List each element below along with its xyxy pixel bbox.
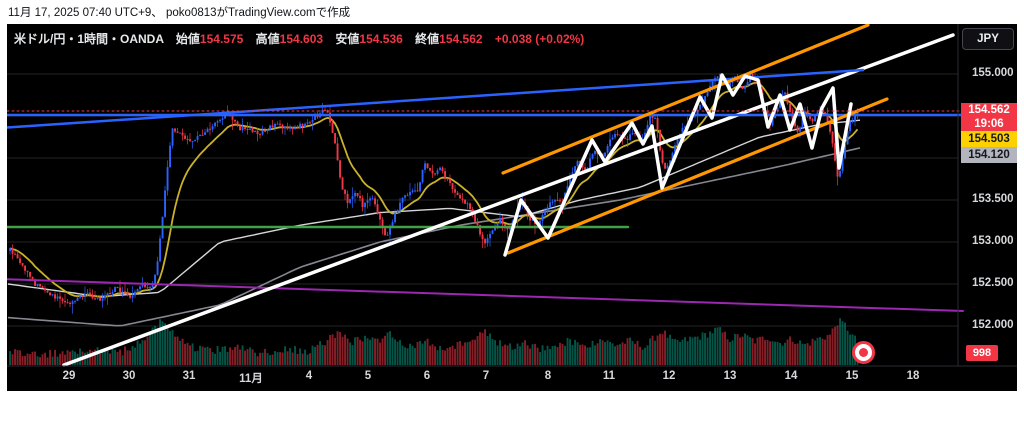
time-tick-label: 15 [845,370,859,382]
time-tick-label: 14 [784,370,798,382]
attribution-text: 11月 17, 2025 07:40 UTC+9、 poko0813がTradi… [8,7,351,19]
time-tick-label: 11月 [239,373,263,385]
time-tick-label: 8 [544,370,552,382]
time-tick-label: 31 [182,370,196,382]
open-label: 始値 [175,32,200,46]
last-price-label: 154.562 19:06 [961,103,1017,131]
time-tick-label: 4 [305,370,313,382]
time-tick-label: 12 [662,370,676,382]
high-value: 154.603 [279,32,324,46]
time-tick-label: 29 [62,370,76,382]
time-tick-label: 11 [602,370,616,382]
time-tick-label: 5 [364,370,372,382]
low-value: 154.536 [359,32,403,46]
close-value: 154.562 [439,32,483,46]
currency-button[interactable]: JPY [962,28,1014,50]
chart-canvas[interactable] [7,24,1017,391]
price-tick-label: 152.500 [972,277,1014,289]
record-marker-icon[interactable] [852,341,875,364]
price-tick-label: 153.500 [972,193,1014,205]
time-tick-label: 6 [423,370,431,382]
time-tick-label: 13 [723,370,737,382]
open-value: 154.575 [199,32,244,46]
chart-legend[interactable]: 米ドル/円・1時間・OANDA 始値154.575 高値154.603 安値15… [14,30,584,46]
ma-price-label: 154.120 [961,147,1017,163]
alert-price-label: 154.503 [961,131,1017,147]
candle-countdown: 19:06 [974,118,1004,130]
time-tick-label: 30 [122,370,136,382]
change-value: +0.038 (+0.02%) [494,32,585,46]
time-tick-label: 18 [906,370,920,382]
price-tick-label: 152.000 [972,319,1014,331]
chart-area[interactable] [7,24,1017,391]
high-label: 高値 [255,32,280,46]
low-label: 安値 [335,32,360,46]
footer-bar: TradingView [0,391,1024,441]
volume-value-label: 998 [966,345,998,361]
close-label: 終値 [415,32,440,46]
symbol-title[interactable]: 米ドル/円・1時間・OANDA [14,32,164,46]
last-price-value: 154.562 [968,104,1010,116]
record-dot-icon [859,348,868,357]
price-tick-label: 153.000 [972,235,1014,247]
price-tick-label: 155.000 [972,67,1014,79]
time-tick-label: 7 [482,370,490,382]
attribution-bar: 11月 17, 2025 07:40 UTC+9、 poko0813がTradi… [0,0,1024,24]
